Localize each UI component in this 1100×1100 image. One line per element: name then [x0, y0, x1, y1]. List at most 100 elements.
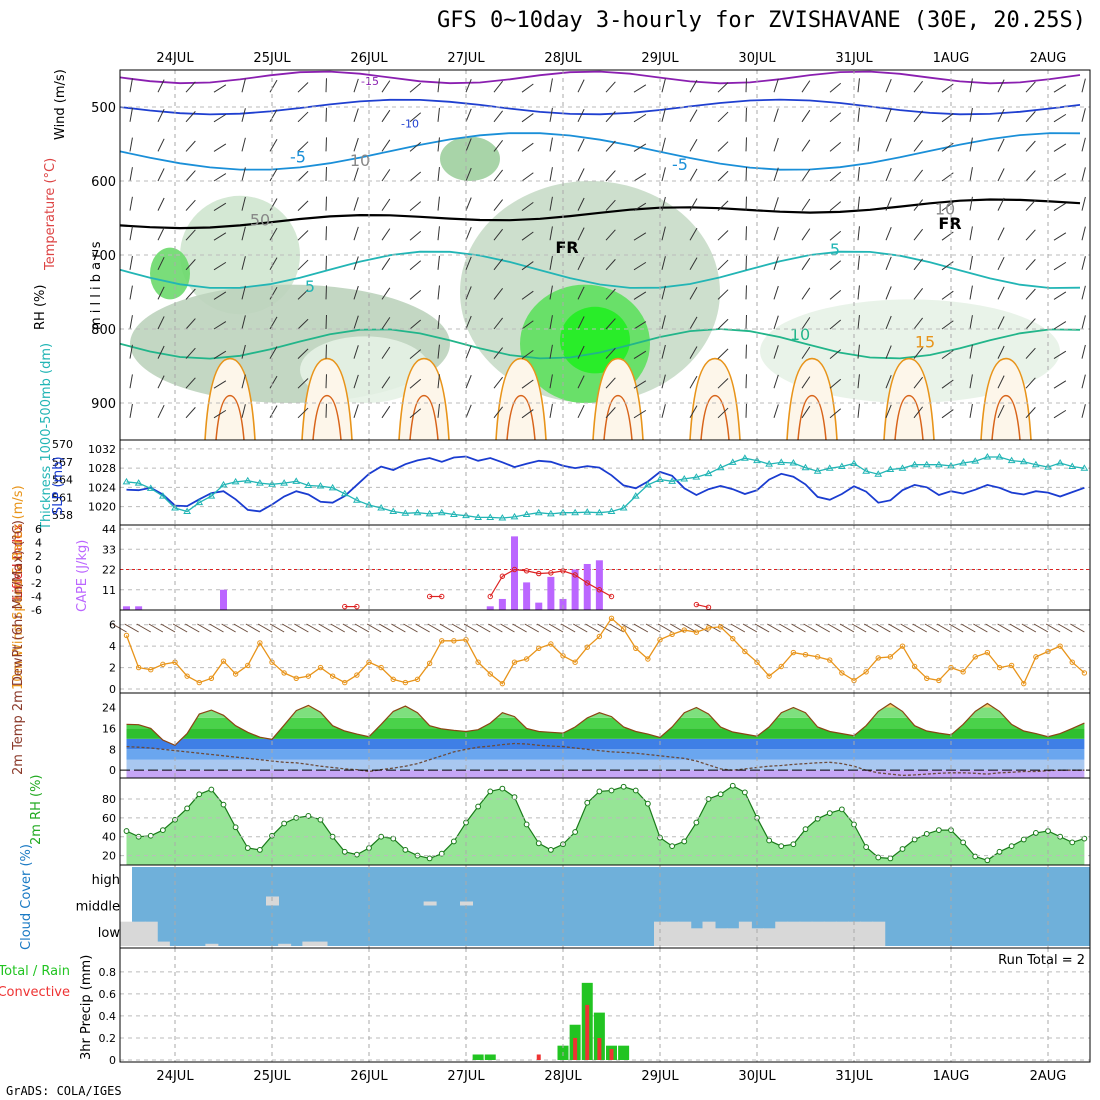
- low-cloud-cell: [666, 921, 680, 946]
- upper-wind-barb: [885, 197, 892, 211]
- thickness-point: [740, 454, 749, 461]
- thickness-point: [425, 509, 434, 517]
- upper-wind-barb: [1025, 140, 1036, 152]
- upper-wind-barb: [465, 138, 472, 152]
- cape-tick-label: 11: [102, 584, 116, 597]
- upper-wind-barb: [661, 315, 666, 330]
- bottom-time-tick-label: 31JUL: [835, 1069, 873, 1084]
- wind-speed-point: [475, 659, 481, 665]
- upper-wind-barb: [661, 344, 666, 359]
- upper-wind-barb: [409, 201, 422, 211]
- cape-bar: [135, 606, 143, 610]
- rh2m-point: [426, 855, 433, 862]
- upper-wind-barb: [409, 408, 422, 419]
- upper-wind-barb: [437, 403, 440, 418]
- upper-wind-barb: [801, 346, 811, 359]
- upper-wind-barb: [213, 232, 227, 241]
- wind-tick-label: 2: [109, 662, 116, 675]
- wind-tick-label: 4: [109, 640, 116, 653]
- middle-cloud-cell: [423, 901, 437, 906]
- upper-wind-barb: [437, 285, 440, 300]
- upper-wind-barb: [1025, 288, 1036, 300]
- low-cloud-cell: [763, 928, 777, 946]
- bottom-time-tick-label: 25JUL: [253, 1069, 291, 1084]
- upper-wind-barb: [941, 409, 954, 419]
- top-time-tick-label: 27JUL: [447, 51, 485, 66]
- wind-speed-point: [208, 675, 215, 681]
- low-cloud-cell: [835, 921, 849, 946]
- footer-credit: GrADS: COLA/IGES: [6, 1084, 122, 1098]
- upper-wind-barb: [241, 196, 246, 211]
- temp-tick-label: 16: [102, 722, 116, 735]
- upper-wind-barb: [913, 347, 924, 359]
- thickness-point: [328, 483, 337, 491]
- upper-wind-barb: [969, 167, 973, 182]
- upper-wind-barb: [1053, 173, 1067, 182]
- rh2m-point: [729, 782, 736, 789]
- upper-wind-barb: [129, 196, 133, 211]
- rh2m-point: [972, 853, 979, 860]
- upper-wind-barb: [409, 260, 422, 271]
- thickness-tick-label: 570: [52, 438, 73, 451]
- slp-tick-label: 1028: [88, 462, 116, 475]
- upper-wind-barb: [773, 345, 779, 359]
- upper-wind-barb: [493, 376, 504, 389]
- rh2m-point: [923, 830, 930, 837]
- surface-wind-barb: [585, 623, 600, 633]
- upper-wind-barb: [213, 84, 227, 93]
- upper-wind-barb: [633, 291, 647, 300]
- temp-contour-20-loop: [312, 394, 342, 441]
- upper-wind-barb: [941, 172, 954, 182]
- temp-fill-band: [126, 749, 1085, 760]
- rh2m-point: [220, 801, 227, 808]
- thickness-point: [546, 509, 555, 517]
- surface-wind-barb: [294, 623, 309, 633]
- thickness-point: [607, 507, 616, 515]
- wind-speed-point: [814, 654, 821, 660]
- upper-wind-barb: [493, 288, 504, 300]
- upper-wind-barb: [185, 259, 196, 271]
- upper-wind-barb: [857, 403, 860, 418]
- thickness-point: [340, 489, 349, 497]
- upper-wind-barb: [633, 232, 647, 241]
- wind-speed-point: [135, 664, 142, 671]
- rh2m-point: [632, 787, 639, 794]
- upper-wind-barb: [577, 168, 585, 182]
- upper-wind-barb: [1025, 81, 1036, 93]
- top-time-tick-label: 28JUL: [544, 51, 582, 66]
- surface-wind-barb: [148, 623, 164, 633]
- upper-wind-barb: [465, 256, 472, 270]
- surface-wind-barb: [185, 623, 200, 633]
- lifted-index-point: [511, 566, 518, 573]
- upper-wind-barb: [1081, 226, 1086, 241]
- upper-wind-barb: [297, 259, 309, 271]
- thickness-point: [995, 453, 1004, 460]
- upper-wind-barb: [213, 380, 227, 389]
- surface-wind-barb: [282, 623, 297, 633]
- lifted-index-point: [584, 580, 590, 586]
- thickness-point: [1068, 462, 1077, 470]
- upper-wind-barb: [381, 228, 391, 241]
- upper-wind-barb: [353, 226, 359, 241]
- upper-wind-barb: [717, 259, 729, 271]
- upper-wind-barb: [773, 285, 779, 300]
- lifted-index-point: [523, 568, 530, 574]
- temp-contour-20-loop: [409, 394, 439, 441]
- upper-wind-barb: [997, 286, 1005, 300]
- upper-wind-barb: [577, 227, 585, 241]
- upper-wind-barb: [549, 137, 553, 152]
- surface-wind-barb: [839, 623, 855, 633]
- thickness-point: [571, 508, 580, 516]
- upper-wind-barb: [437, 137, 440, 152]
- panel-frame: [119, 947, 1091, 1063]
- upper-wind-barb: [381, 80, 391, 93]
- middle-cloud-cell: [460, 901, 473, 906]
- upper-wind-barb: [437, 107, 440, 122]
- precip-tick-label: 0.4: [99, 1010, 117, 1023]
- temp-contour-20-loop: [700, 394, 730, 441]
- upper-wind-barb: [129, 255, 133, 270]
- upper-wind-barb: [661, 196, 666, 211]
- wind-speed-point: [633, 645, 639, 651]
- thickness-point: [183, 507, 192, 515]
- lifted-index-point: [342, 603, 348, 610]
